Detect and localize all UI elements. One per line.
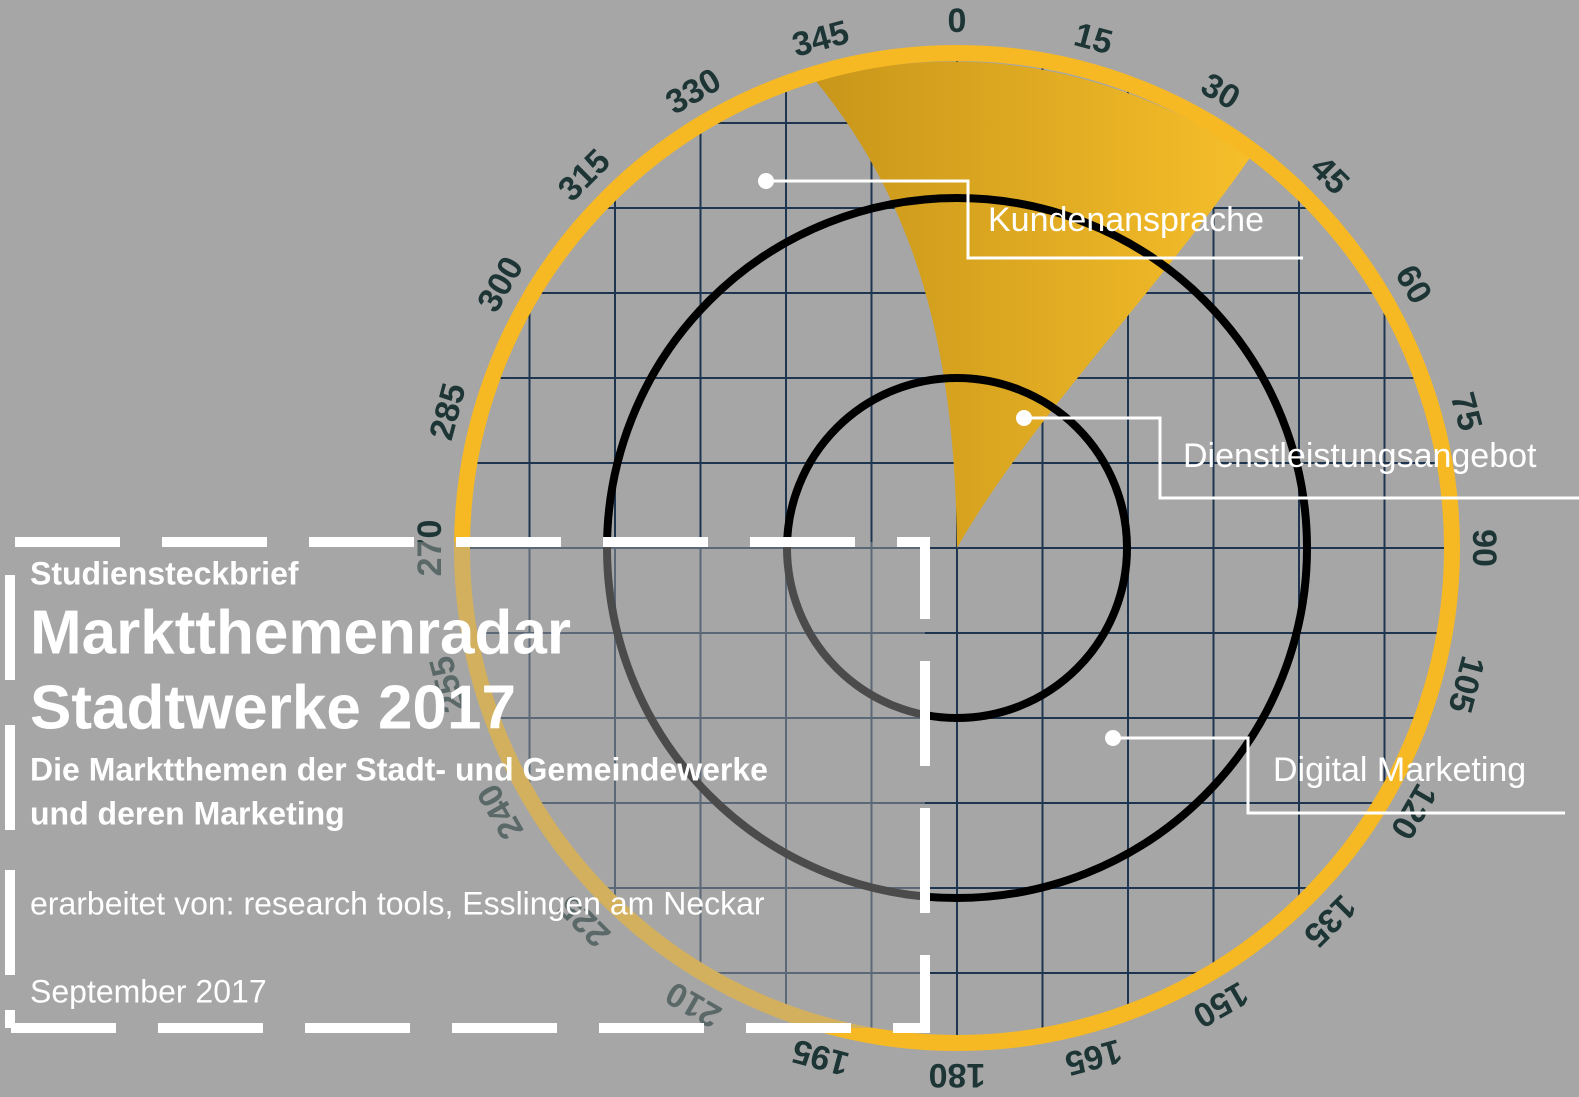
outer-ring [454, 45, 1460, 1051]
subtitle: und deren Marketing [30, 795, 345, 831]
date: September 2017 [30, 973, 267, 1009]
degree-label: 345 [788, 13, 853, 64]
topic-dot [1016, 410, 1032, 426]
subtitle: Die Marktthemen der Stadt- und Gemeindew… [30, 751, 768, 787]
degree-label: 105 [1440, 652, 1491, 717]
degree-label: 75 [1443, 388, 1489, 434]
degree-label: 285 [422, 379, 473, 444]
brief-backdrop [10, 542, 925, 1028]
connector [766, 179, 1303, 260]
topic-label: Digital Marketing [1273, 751, 1526, 789]
degree-label: 15 [1070, 16, 1116, 62]
title: Stadtwerke 2017 [30, 673, 516, 742]
author: erarbeitet von: research tools, Esslinge… [30, 885, 765, 921]
degree-label: 180 [929, 1056, 986, 1094]
degree-label: 90 [1465, 529, 1503, 567]
connector [1113, 736, 1565, 815]
degree-label: 270 [411, 520, 449, 577]
focus-wedge [815, 61, 1252, 549]
degree-label: 165 [1061, 1031, 1126, 1082]
inner-ring [783, 374, 1131, 722]
topic-label: Kundenansprache [988, 201, 1264, 239]
topic-dot [1105, 730, 1121, 746]
topic-label: Dienstleistungsangebot [1183, 437, 1537, 475]
degree-label: 195 [788, 1031, 853, 1082]
title: Marktthemenradar [30, 598, 571, 667]
connector [1024, 416, 1579, 500]
topic-connectors [766, 179, 1579, 815]
middle-ring [603, 194, 1311, 902]
brief-frame [10, 537, 930, 1033]
topic-dot [758, 173, 774, 189]
degree-label: 0 [948, 2, 967, 40]
kicker: Studiensteckbrief [30, 555, 299, 591]
